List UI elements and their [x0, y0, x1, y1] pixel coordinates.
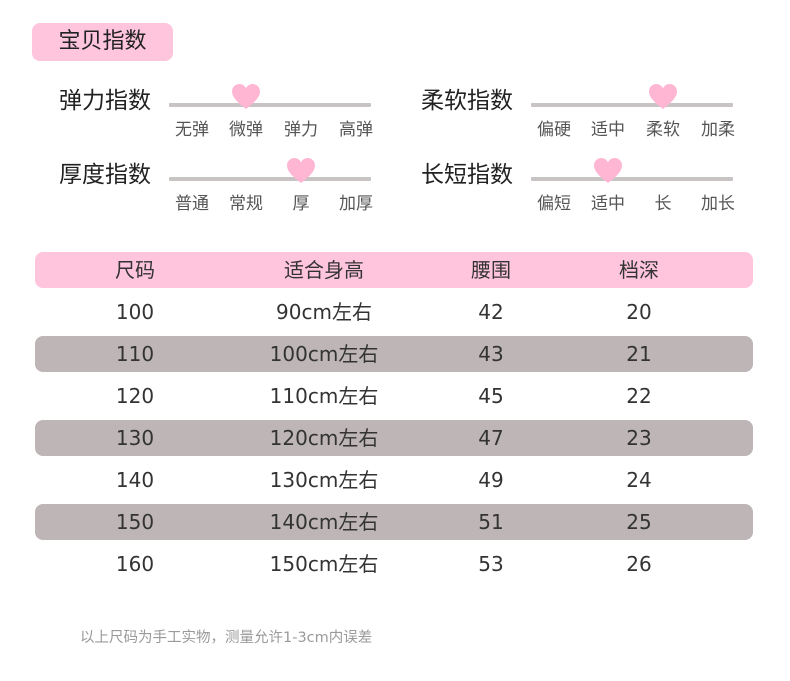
table-cell: 90cm左右 [276, 300, 372, 324]
table-header: 尺码 适合身高 腰围 档深 [35, 252, 753, 288]
index-option: 适中 [591, 120, 625, 140]
table-cell: 26 [626, 552, 652, 576]
size-table: 尺码 适合身高 腰围 档深 100 90cm左右 42 20 110 100cm左右 43 21 120… [35, 252, 753, 588]
index-label: 弹力指数 [59, 88, 151, 114]
header-cell: 适合身高 [284, 258, 364, 282]
table-cell: 53 [478, 552, 504, 576]
table-cell: 130cm左右 [269, 468, 379, 492]
table-cell: 120 [115, 384, 155, 408]
table-cell: 23 [626, 426, 652, 450]
index-block-4: 长短指数偏短 适中 长 加长 [421, 158, 761, 230]
table-cell: 100cm左右 [269, 342, 379, 366]
index-block-1: 弹力指数无弹 微弹 弹力 高弹 [59, 84, 399, 156]
table-cell: 140 [115, 468, 155, 492]
index-option: 厚 [292, 194, 310, 214]
index-block-2: 柔软指数偏硬 适中 柔软 加柔 [421, 84, 761, 156]
table-cell: 24 [626, 468, 652, 492]
index-option: 微弹 [229, 120, 263, 140]
header-cell: 腰围 [471, 258, 511, 282]
index-option: 无弹 [175, 120, 209, 140]
measurement-note: 以上尺码为手工实物，测量允许1-3cm内误差 [80, 630, 373, 646]
table-cell: 22 [626, 384, 652, 408]
index-option: 偏短 [537, 194, 571, 214]
index-option: 适中 [591, 194, 625, 214]
table-row: 160 150cm左右 53 26 [35, 546, 753, 582]
table-cell: 160 [115, 552, 155, 576]
index-label: 柔软指数 [421, 88, 513, 114]
table-cell: 130 [115, 426, 155, 450]
table-cell: 110 [115, 342, 155, 366]
table-cell: 120cm左右 [269, 426, 379, 450]
index-track [169, 103, 371, 107]
table-row: 100 90cm左右 42 20 [35, 294, 753, 330]
index-track [531, 103, 733, 107]
header-cell: 档深 [619, 258, 659, 282]
index-track [531, 177, 733, 181]
heart-marker-icon [232, 84, 260, 110]
table-cell: 110cm左右 [269, 384, 379, 408]
index-option: 柔软 [646, 120, 680, 140]
index-option: 偏硬 [537, 120, 571, 140]
index-option: 常规 [229, 194, 263, 214]
table-cell: 42 [478, 300, 504, 324]
table-cell: 150 [115, 510, 155, 534]
index-label: 长短指数 [421, 162, 513, 188]
section-title-badge: 宝贝指数 [32, 23, 173, 61]
index-option: 加厚 [339, 194, 373, 214]
heart-marker-icon [594, 158, 622, 184]
table-cell: 21 [626, 342, 652, 366]
table-cell: 49 [478, 468, 504, 492]
index-option: 长 [654, 194, 672, 214]
heart-marker-icon [649, 84, 677, 110]
table-row: 150 140cm左右 51 25 [35, 504, 753, 540]
table-cell: 47 [478, 426, 504, 450]
index-label: 厚度指数 [59, 162, 151, 188]
table-row: 140 130cm左右 49 24 [35, 462, 753, 498]
index-track [169, 177, 371, 181]
table-cell: 45 [478, 384, 504, 408]
index-option: 加柔 [701, 120, 735, 140]
index-option: 弹力 [284, 120, 318, 140]
index-option: 高弹 [339, 120, 373, 140]
table-cell: 25 [626, 510, 652, 534]
table-cell: 43 [478, 342, 504, 366]
table-row: 120 110cm左右 45 22 [35, 378, 753, 414]
table-row: 130 120cm左右 47 23 [35, 420, 753, 456]
index-block-3: 厚度指数普通 常规 厚 加厚 [59, 158, 399, 230]
table-cell: 51 [478, 510, 504, 534]
header-cell: 尺码 [115, 258, 155, 282]
index-option: 普通 [175, 194, 209, 214]
table-cell: 20 [626, 300, 652, 324]
table-cell: 140cm左右 [269, 510, 379, 534]
heart-marker-icon [287, 158, 315, 184]
table-row: 110 100cm左右 43 21 [35, 336, 753, 372]
table-cell: 150cm左右 [269, 552, 379, 576]
table-cell: 100 [115, 300, 155, 324]
index-option: 加长 [701, 194, 735, 214]
